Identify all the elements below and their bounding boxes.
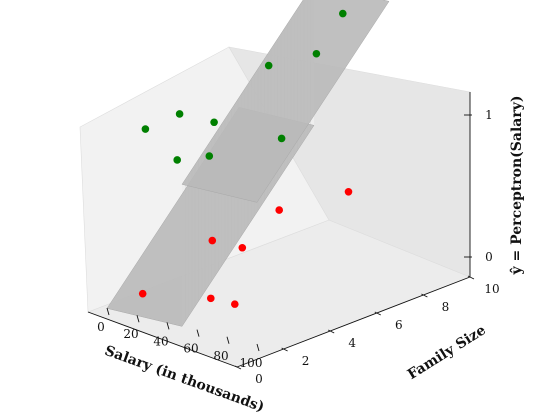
data-point-s0-p1 bbox=[175, 110, 184, 118]
surface-plane-high bbox=[181, 0, 390, 203]
data-point-s1-p0 bbox=[138, 289, 147, 298]
y-tick-label-4: 8 bbox=[442, 300, 450, 314]
x-tick-label-0: 0 bbox=[97, 320, 105, 334]
x-tick-mark bbox=[226, 336, 230, 344]
x-tick-mark bbox=[256, 343, 260, 352]
y-tick-label-2: 4 bbox=[348, 336, 356, 350]
y-tick-mark bbox=[421, 293, 428, 298]
y-tick-mark bbox=[234, 365, 242, 370]
x-axis-line bbox=[87, 311, 238, 368]
y-tick-label-3: 6 bbox=[395, 318, 403, 332]
z-tick-label-0: 0 bbox=[485, 250, 493, 264]
z-tick-label-1: 1 bbox=[485, 108, 493, 122]
data-point-s1-p5 bbox=[231, 300, 239, 308]
data-point-s0-p0 bbox=[141, 125, 150, 133]
data-point-s1-p2 bbox=[238, 243, 247, 252]
x-tick-label-4: 80 bbox=[213, 349, 228, 363]
data-point-s0-p4 bbox=[205, 152, 214, 160]
y-tick-label-5: 10 bbox=[484, 282, 499, 296]
marks-front bbox=[138, 9, 347, 298]
x-tick-label-5: 100 bbox=[240, 356, 263, 370]
data-point-s0-p7 bbox=[339, 9, 347, 18]
y-tick-label-0: 0 bbox=[255, 372, 263, 386]
data-point-s0-p8 bbox=[277, 134, 286, 143]
x-tick-mark bbox=[166, 322, 170, 330]
data-point-s1-p4 bbox=[275, 206, 284, 214]
x-tick-mark bbox=[136, 315, 140, 323]
y-axis-label: Family Size bbox=[405, 322, 489, 383]
y-tick-label-1: 2 bbox=[302, 354, 310, 368]
x-tick-mark bbox=[196, 329, 200, 337]
y-tick-mark bbox=[374, 311, 382, 316]
data-point-s0-p6 bbox=[312, 49, 321, 58]
data-point-s0-p2 bbox=[173, 156, 181, 164]
y-tick-mark bbox=[281, 347, 288, 352]
x-tick-label-3: 60 bbox=[183, 342, 198, 356]
data-point-s0-p5 bbox=[264, 61, 273, 70]
marks-back bbox=[207, 188, 353, 308]
data-point-s1-p1 bbox=[208, 236, 217, 245]
data-point-s1-p3 bbox=[207, 294, 215, 303]
data-point-s0-p3 bbox=[210, 118, 218, 127]
x-tick-label-2: 40 bbox=[153, 334, 168, 348]
x-tick-mark bbox=[106, 307, 110, 316]
x-tick-label-1: 20 bbox=[123, 327, 138, 341]
y-tick-mark bbox=[327, 329, 335, 334]
z-axis-label: ŷ = Perceptron(Salary) bbox=[508, 96, 525, 276]
decision-surface bbox=[106, 0, 390, 327]
y-axis-line bbox=[236, 276, 471, 368]
data-point-s1-p6 bbox=[344, 188, 353, 196]
y-tick-mark bbox=[467, 275, 475, 280]
